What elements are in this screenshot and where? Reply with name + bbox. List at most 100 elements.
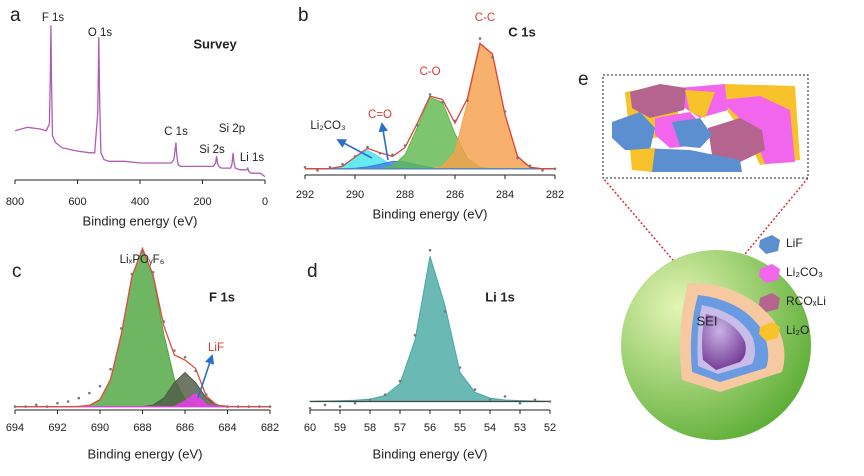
x-tick-label: 0 (262, 196, 268, 208)
x-axis-label: Binding energy (eV) (373, 446, 488, 461)
legend-label: Li₂O (786, 323, 809, 337)
data-point (503, 110, 507, 113)
data-point (24, 405, 27, 408)
x-tick-label: 282 (546, 189, 564, 201)
panel-label: b (298, 5, 309, 26)
x-tick-label: 284 (496, 189, 514, 201)
data-point (77, 396, 81, 400)
data-point (341, 162, 344, 166)
peak-label: LiF (208, 342, 224, 354)
core (702, 314, 746, 370)
data-point (173, 349, 176, 352)
legend-icon (759, 264, 780, 283)
peak-label: F 1s (42, 12, 65, 24)
panel-label: e (578, 69, 589, 90)
data-point (109, 367, 112, 371)
core-label: SEI (697, 313, 718, 328)
legend-icon (759, 293, 780, 312)
data-point (466, 99, 469, 102)
panel-label: a (10, 5, 21, 26)
data-point (268, 405, 272, 408)
data-point (215, 403, 219, 407)
spectrum-line (305, 42, 555, 170)
peak-label: LiₓPOᵧF₆ (120, 254, 165, 266)
x-tick-label: 57 (394, 422, 406, 434)
data-point (194, 369, 197, 373)
peak-label: C-O (419, 66, 440, 78)
peak-label: O 1s (88, 27, 113, 39)
data-point (428, 93, 432, 96)
x-tick-label: 53 (514, 422, 526, 434)
panel-label: d (307, 261, 318, 282)
x-axis-label: Binding energy (eV) (88, 446, 203, 461)
data-point (328, 165, 332, 169)
data-point (403, 144, 407, 147)
data-point (553, 167, 557, 171)
data-point (88, 391, 91, 395)
legend-label: LiF (786, 236, 803, 250)
x-tick-label: 600 (68, 196, 86, 208)
data-point (247, 405, 251, 408)
x-tick-label: 692 (48, 422, 66, 434)
x-tick-label: 684 (218, 422, 236, 434)
chart-title: Survey (193, 36, 237, 51)
data-point (528, 164, 532, 167)
data-point (338, 405, 342, 408)
chart-title: F 1s (209, 289, 235, 304)
data-point (236, 405, 240, 408)
x-tick-label: 400 (131, 196, 149, 208)
x-tick-label: 200 (193, 196, 211, 208)
peak-label: Si 2p (219, 123, 245, 135)
chart-title: C 1s (508, 24, 535, 39)
data-point (45, 405, 49, 408)
x-tick-label: 59 (334, 422, 346, 434)
legend-icon (759, 322, 780, 341)
data-point (183, 356, 187, 359)
x-tick-label: 290 (346, 189, 364, 201)
data-point (98, 384, 102, 388)
data-point (66, 400, 70, 403)
peak-label: C 1s (164, 126, 188, 138)
data-point (383, 393, 387, 397)
peak-label: C-C (475, 12, 495, 24)
data-point (391, 153, 394, 157)
data-point (258, 405, 261, 408)
data-point (503, 395, 507, 398)
data-point (353, 401, 357, 405)
peak-label: Si 2s (199, 144, 225, 156)
x-tick-label: 56 (424, 422, 436, 434)
x-tick-label: 52 (544, 422, 556, 434)
data-point (366, 145, 369, 149)
peak-label: Li₂CO₃ (310, 120, 346, 132)
peak-area (309, 256, 551, 402)
x-tick-label: 694 (6, 422, 24, 434)
data-point (516, 156, 519, 160)
peak-label: C=O (368, 109, 392, 121)
chart-title: Li 1s (485, 289, 515, 304)
peak-area (15, 247, 270, 408)
data-point (13, 405, 17, 408)
x-tick-label: 800 (6, 196, 24, 208)
x-axis-label: Binding energy (eV) (83, 213, 198, 228)
legend-label: Li₂CO₃ (786, 265, 823, 279)
data-point (453, 119, 457, 123)
peak-label: Li 1s (240, 152, 265, 164)
mosaic (612, 84, 800, 172)
x-axis-label: Binding energy (eV) (373, 206, 488, 221)
data-point (353, 155, 357, 158)
data-point (458, 366, 462, 369)
spectrum-line (14, 25, 266, 178)
data-point (473, 388, 477, 391)
data-point (488, 398, 492, 402)
data-point (119, 327, 123, 330)
x-tick-label: 55 (454, 422, 466, 434)
data-point (308, 407, 312, 410)
data-point (428, 248, 432, 252)
data-point (141, 250, 144, 254)
data-point (378, 152, 382, 155)
x-tick-label: 288 (396, 189, 414, 201)
legend-icon (759, 235, 780, 254)
data-point (548, 400, 552, 403)
arrow (336, 139, 373, 159)
sei-diagram (602, 74, 811, 440)
